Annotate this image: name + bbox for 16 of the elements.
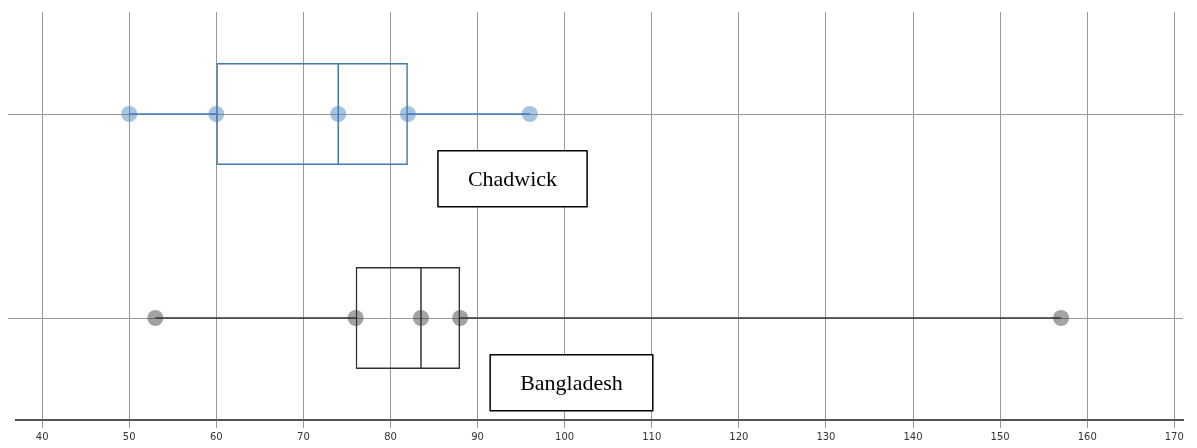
x-tick-label: 60 [209,430,223,442]
x-tick-label: 50 [122,430,136,442]
x-tick-label: 70 [297,430,310,442]
x-tick-label: 40 [35,430,49,442]
x-tick-label: 120 [729,430,749,442]
x-tick-label: 140 [903,430,923,442]
x-tick-label: 90 [471,430,484,442]
y-tick-label: Bangladesh [520,369,623,395]
x-tick-label: 150 [990,430,1010,442]
x-tick-label: 170 [1164,430,1184,442]
x-tick-label: 130 [816,430,836,442]
x-tick-label: 100 [555,430,575,442]
x-tick-label: 160 [1077,430,1097,442]
x-tick-label: 110 [642,430,662,442]
y-tick-label: Chadwick [467,165,558,191]
x-tick-label: 80 [384,430,397,442]
